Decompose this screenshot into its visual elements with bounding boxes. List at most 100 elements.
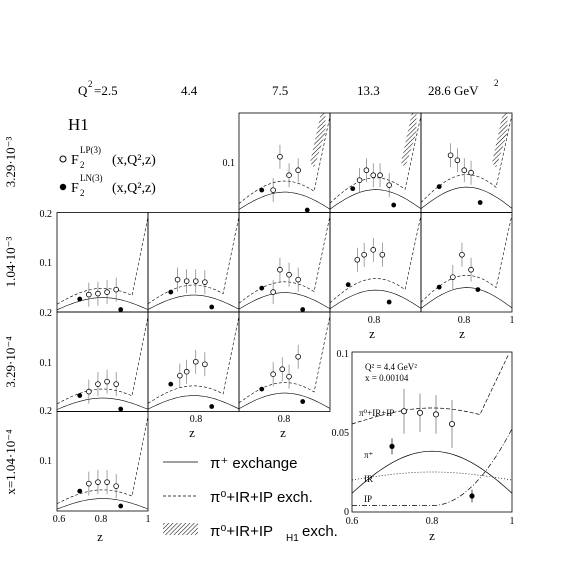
curve-pi-exchange: [420, 287, 513, 309]
curve-pi-exchange: [329, 189, 422, 210]
xtick-col3-0.8: 0.8: [368, 315, 381, 326]
legend-text-h1-sub: H1: [286, 533, 299, 544]
point-lp: [202, 279, 208, 285]
inset-ytick-0.1: 0.1: [337, 349, 350, 360]
curve-sum-exchange: [329, 215, 422, 304]
point-lp: [295, 167, 301, 174]
point-ln: [475, 287, 481, 293]
legend-ln-args: (x,Q²,z): [112, 181, 156, 196]
curve-pi-exchange: [420, 186, 513, 209]
q2-value-2: 4.4: [181, 83, 198, 98]
point-lp: [104, 289, 110, 295]
point-lp: [277, 266, 283, 273]
point-lp: [447, 152, 454, 159]
inset-frame: [351, 351, 513, 513]
legend-ln-sub: 2: [80, 188, 85, 198]
panel-r0-c3: [329, 112, 422, 213]
q2-value-5: 28.6 GeV: [428, 83, 479, 98]
legend-text-h1-tail: exch.: [302, 523, 338, 540]
inset-curve-pi: [351, 450, 513, 494]
legend-text-pi: π⁺ exchange: [210, 455, 298, 472]
curve-pi-exchange: [147, 395, 240, 410]
curve-sum-exchange: [147, 316, 240, 404]
panel-r2-c1: [147, 311, 240, 412]
ytick-r1-0.2: 0.2: [40, 209, 53, 220]
point-ln: [259, 187, 265, 193]
panel-r2-c2: [238, 311, 331, 412]
bottom-legend: π⁺ exchange π⁰+IR+IP exch. π⁰+IR+IP H1 e…: [163, 455, 338, 544]
panel-r3-c0: [56, 411, 149, 512]
point-ln: [350, 186, 356, 192]
row-label-1: 3.29·10⁻³: [3, 136, 18, 187]
inset-label-sum: π⁰+IR+IP: [359, 408, 394, 418]
curve-pi-exchange: [329, 289, 422, 309]
q2-sup: 2: [88, 79, 93, 89]
point-ln: [77, 488, 83, 494]
inset-q2: Q² = 4.4 GeV²: [365, 362, 417, 372]
point-lp: [286, 373, 292, 380]
inset-panel: Q² = 4.4 GeV² x = 0.00104 π⁰+IR+IP π⁺ IR…: [332, 349, 515, 543]
inset-point-lp: [400, 408, 407, 415]
ytick-r2-0.2: 0.2: [40, 308, 53, 319]
point-lp: [95, 381, 101, 387]
xtick-0.6: 0.6: [53, 514, 66, 525]
inset-label-pi: π⁺: [364, 450, 374, 460]
legend-lp-F: F: [71, 153, 79, 168]
curve-sum-exchange: [238, 315, 331, 404]
legend-text-sum: π⁰+IR+IP exch.: [210, 489, 313, 506]
point-lp: [270, 187, 276, 193]
point-ln: [209, 404, 215, 409]
ytick-r0-0.1: 0.1: [223, 158, 236, 169]
inset-xtick-0.8: 0.8: [426, 516, 439, 527]
legend-lp-sub: 2: [80, 160, 85, 170]
band-h1-exchange: [492, 113, 508, 168]
inset-point-lp: [448, 420, 455, 427]
q2-value-4: 13.3: [357, 83, 380, 98]
q2-value-3: 7.5: [272, 83, 288, 98]
curve-pi-exchange: [56, 297, 149, 311]
inset-xtick-0.6: 0.6: [346, 516, 359, 527]
q2-value-1: =2.5: [94, 83, 118, 98]
xlabel-col2: z: [280, 425, 286, 440]
inset-label-ip: IP: [364, 494, 372, 504]
point-lp: [113, 286, 119, 293]
legend-ln-sup: LN(3): [80, 173, 103, 183]
panel-frame: [147, 212, 240, 313]
inset-point-lp: [416, 409, 423, 416]
point-ln: [304, 207, 310, 213]
panel-r0-c4: [420, 112, 513, 213]
inset-xtick-1: 1: [510, 516, 515, 527]
q2-unit-sup: 2: [494, 78, 499, 88]
panel-frame: [420, 212, 513, 313]
curve-pi-exchange: [147, 294, 240, 310]
point-lp: [177, 372, 183, 379]
curve-pi-exchange: [238, 392, 331, 409]
point-lp: [86, 480, 92, 487]
point-lp: [450, 274, 456, 280]
point-lp: [370, 247, 377, 253]
curve-sum-exchange: [420, 214, 513, 303]
ytick-r1-0.1: 0.1: [40, 258, 53, 269]
panel-frame: [56, 411, 149, 512]
point-ln: [386, 299, 392, 305]
inset-curve-ip: [352, 428, 513, 506]
panel-frame: [329, 212, 422, 313]
legend-lp-marker: [59, 155, 67, 163]
point-lp: [454, 157, 461, 164]
curve-sum-exchange: [420, 115, 513, 203]
inset-x: x = 0.00104: [365, 373, 409, 383]
xlabel-col4: z: [459, 326, 465, 341]
curve-pi-exchange: [56, 498, 149, 510]
point-ln: [118, 307, 124, 312]
point-ln: [118, 503, 124, 509]
point-ln: [77, 296, 83, 302]
point-lp: [270, 371, 276, 377]
point-lp: [104, 378, 110, 385]
point-lp: [86, 291, 92, 298]
point-ln: [345, 282, 351, 288]
point-lp: [277, 153, 283, 160]
xtick-0.8: 0.8: [95, 514, 108, 525]
xlabel-col1: z: [189, 425, 195, 440]
point-lp: [192, 358, 199, 365]
